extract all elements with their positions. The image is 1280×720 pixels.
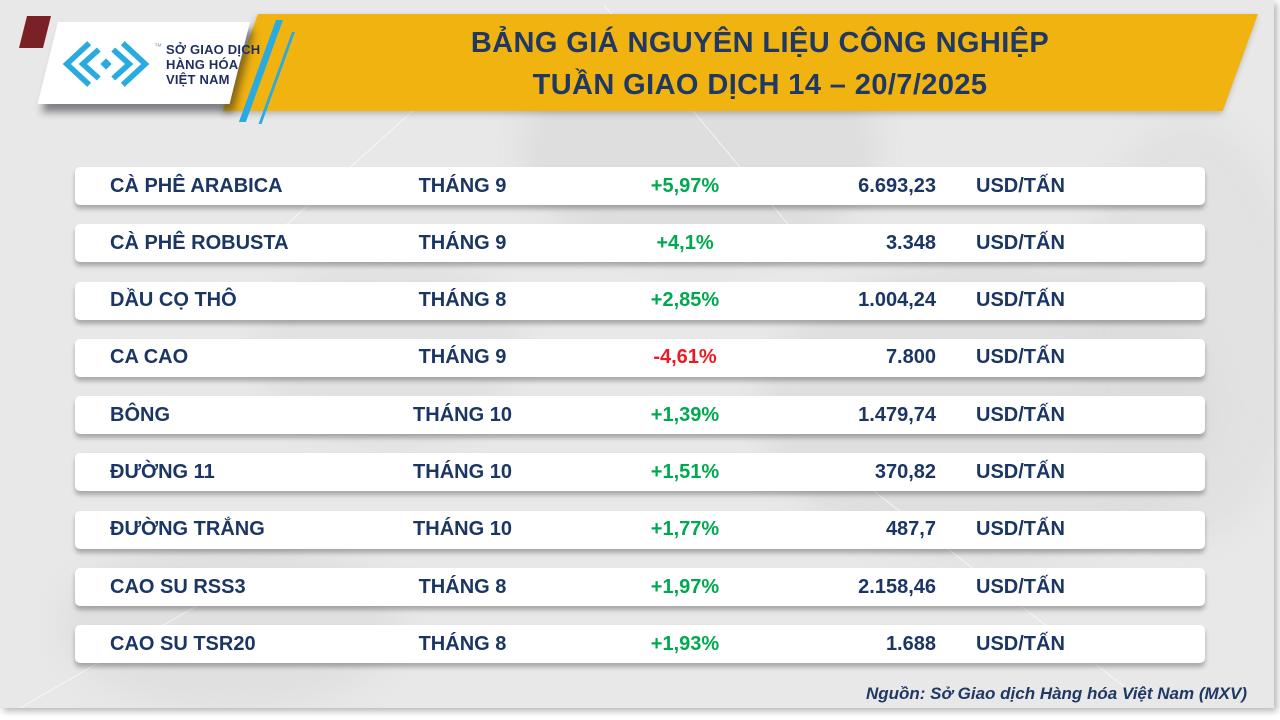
row-change: +1,51% — [650, 460, 720, 483]
contract-month: THÁNG 10 — [413, 460, 512, 483]
mxv-logo-icon — [62, 41, 150, 87]
price-unit: USD/TẤN — [976, 403, 1065, 426]
source-credit: Nguồn: Sở Giao dịch Hàng hóa Việt Nam (M… — [865, 684, 1247, 703]
row-change: +1,39% — [650, 403, 720, 426]
mxv-logo: ™ SỞ GIAO DỊCH HÀNG HÓA VIỆT NAM — [62, 34, 260, 94]
row-change: +1,93% — [650, 632, 720, 655]
contract-month: THÁNG 8 — [418, 575, 507, 598]
page-title: BẢNG GIÁ NGUYÊN LIỆU CÔNG NGHIỆP TUẦN GI… — [300, 21, 1220, 107]
price-unit: USD/TẤN — [976, 518, 1065, 541]
logo-org-line2: HÀNG HÓA — [166, 56, 239, 72]
table-row: BÔNG THÁNG 10 +1,39% 1.479,74 USD/TẤN — [75, 396, 1205, 435]
maroon-accent-decor — [19, 16, 51, 48]
price-value: 2.158,46 — [858, 575, 936, 598]
row-change: +1,77% — [650, 518, 720, 541]
commodity-name: CÀ PHÊ ROBUSTA — [110, 231, 289, 254]
table-row: ĐƯỜNG 11 THÁNG 10 +1,51% 370,82 USD/TẤN — [75, 453, 1205, 492]
row-change: +2,85% — [650, 289, 720, 312]
logo-org-line1: SỞ GIAO DỊCH — [166, 41, 261, 57]
contract-month: THÁNG 8 — [418, 289, 507, 312]
row-change: +4,1% — [656, 231, 714, 254]
commodity-name: CAO SU TSR20 — [110, 632, 256, 655]
logo-org-name: SỞ GIAO DỊCH HÀNG HÓA VIỆT NAM — [166, 42, 260, 87]
commodity-name: CÀ PHÊ ARABICA — [110, 174, 283, 197]
price-unit: USD/TẤN — [976, 231, 1065, 254]
price-unit: USD/TẤN — [976, 632, 1065, 655]
commodity-name: BÔNG — [110, 403, 170, 426]
infographic-canvas: BẢNG GIÁ NGUYÊN LIỆU CÔNG NGHIỆP TUẦN GI… — [0, 0, 1274, 708]
contract-month: THÁNG 8 — [418, 632, 507, 655]
contract-month: THÁNG 10 — [413, 518, 512, 541]
page-title-line2: TUẦN GIAO DỊCH 14 – 20/7/2025 — [532, 69, 988, 101]
contract-month: THÁNG 9 — [418, 174, 507, 197]
trademark-symbol: ™ — [154, 42, 162, 51]
price-value: 7.800 — [885, 346, 936, 369]
table-row: CAO SU TSR20 THÁNG 8 +1,93% 1.688 USD/TẤ… — [75, 625, 1205, 664]
price-unit: USD/TẤN — [976, 575, 1065, 598]
price-unit: USD/TẤN — [976, 346, 1065, 369]
world-map-watermark — [60, 540, 400, 708]
row-change: +1,97% — [650, 575, 720, 598]
price-value: 370,82 — [874, 460, 936, 483]
price-value: 487,7 — [885, 518, 936, 541]
price-value: 1.688 — [885, 632, 936, 655]
table-row: DẦU CỌ THÔ THÁNG 8 +2,85% 1.004,24 USD/T… — [75, 281, 1205, 320]
row-change: +5,97% — [650, 174, 720, 197]
price-value: 1.479,74 — [858, 403, 936, 426]
row-change: -4,61% — [653, 346, 717, 369]
contract-month: THÁNG 10 — [413, 403, 512, 426]
price-value: 6.693,23 — [858, 174, 936, 197]
contract-month: THÁNG 9 — [418, 346, 507, 369]
page-title-line1: BẢNG GIÁ NGUYÊN LIỆU CÔNG NGHIỆP — [470, 27, 1050, 59]
commodity-name: ĐƯỜNG 11 — [110, 460, 215, 483]
price-unit: USD/TẤN — [976, 174, 1065, 197]
commodity-name: CAO SU RSS3 — [110, 575, 246, 598]
contract-month: THÁNG 9 — [418, 231, 507, 254]
table-row: CA CAO THÁNG 9 -4,61% 7.800 USD/TẤN — [75, 338, 1205, 377]
table-row: CAO SU RSS3 THÁNG 8 +1,97% 2.158,46 USD/… — [75, 568, 1205, 607]
price-table: CÀ PHÊ ARABICA THÁNG 9 +5,97% 6.693,23 U… — [75, 167, 1205, 683]
table-row: CÀ PHÊ ROBUSTA THÁNG 9 +4,1% 3.348 USD/T… — [75, 224, 1205, 263]
table-row: CÀ PHÊ ARABICA THÁNG 9 +5,97% 6.693,23 U… — [75, 167, 1205, 205]
commodity-name: CA CAO — [110, 346, 189, 369]
logo-org-line3: VIỆT NAM — [166, 71, 230, 87]
price-unit: USD/TẤN — [976, 289, 1065, 312]
commodity-name: ĐƯỜNG TRẮNG — [110, 518, 265, 541]
price-value: 1.004,24 — [858, 289, 936, 312]
price-unit: USD/TẤN — [976, 460, 1065, 483]
commodity-name: DẦU CỌ THÔ — [110, 289, 237, 312]
table-row: ĐƯỜNG TRẮNG THÁNG 10 +1,77% 487,7 USD/TẤ… — [75, 510, 1205, 549]
price-value: 3.348 — [885, 231, 936, 254]
